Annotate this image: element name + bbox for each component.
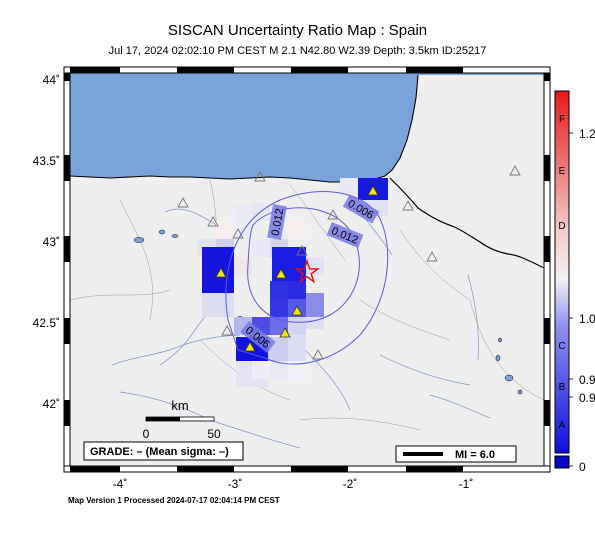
coastline <box>70 74 419 183</box>
lat-label: 42˚ <box>43 397 60 411</box>
lat-label: 42.5˚ <box>33 316 60 330</box>
colorbar-letter: B <box>559 382 566 393</box>
longitude-labels: -4˚ -3˚ -2˚ -1˚ <box>113 477 474 491</box>
processing-footer: Map Version 1 Processed 2024-07-17 02:04… <box>68 496 280 505</box>
colorbar-grade-letters: F E D C B A <box>558 114 565 431</box>
mi-legend: MI = 6.0 <box>395 445 517 463</box>
colorbar-letter: D <box>558 221 565 232</box>
station-markers <box>177 165 521 360</box>
scale-tick-50: 50 <box>207 427 221 441</box>
scale-tick-0: 0 <box>143 427 150 441</box>
map-area: 0.012 0.006 0.012 0.006 <box>70 73 544 466</box>
colorbar: F E D C B A 1.2 1.0 0.9 0.9 0 <box>554 90 595 474</box>
contour-lines <box>225 191 389 365</box>
event-info: Jul 17, 2024 02:02:10 PM CEST M 2.1 N42.… <box>108 45 487 57</box>
mi-legend-text: MI = 6.0 <box>455 449 495 461</box>
colorbar-values: 1.2 1.0 0.9 0.9 0 <box>579 127 595 474</box>
colorbar-value: 1.0 <box>579 312 595 326</box>
colorbar-value: 0.9 <box>579 391 595 405</box>
grade-box: GRADE: – (Mean sigma: –) <box>83 441 244 461</box>
epicenter-star-icon <box>293 258 321 284</box>
colorbar-letter: E <box>559 166 566 177</box>
lat-label: 43˚ <box>43 235 60 249</box>
contour-label: 0.012 <box>270 208 287 237</box>
colorbar-value: 1.2 <box>579 127 595 141</box>
lon-label: -1˚ <box>459 477 474 491</box>
lat-label: 44˚ <box>43 73 60 87</box>
scale-unit: km <box>171 398 188 413</box>
lat-label: 43.5˚ <box>33 154 60 168</box>
lon-label: -4˚ <box>113 477 128 491</box>
sea <box>70 73 544 182</box>
map-title: SISCAN Uncertainty Ratio Map : Spain <box>167 22 428 39</box>
contour-labels: 0.012 0.006 0.012 0.006 <box>240 194 380 353</box>
lon-label: -3˚ <box>228 477 243 491</box>
latitude-labels: 44˚ 43.5˚ 43˚ 42.5˚ 42˚ <box>33 73 60 411</box>
scale-bar: km 0 50 <box>143 398 221 441</box>
lon-label: -2˚ <box>343 477 358 491</box>
colorbar-letter: A <box>559 420 566 431</box>
grade-text: GRADE: – (Mean sigma: –) <box>90 446 229 458</box>
active-station-markers <box>215 185 379 352</box>
colorbar-letter: F <box>559 114 565 125</box>
map-frame <box>63 66 551 473</box>
colorbar-value: 0 <box>579 460 586 474</box>
colorbar-letter: C <box>558 341 565 352</box>
country-border <box>389 177 544 269</box>
colorbar-value: 0.9 <box>579 373 595 387</box>
